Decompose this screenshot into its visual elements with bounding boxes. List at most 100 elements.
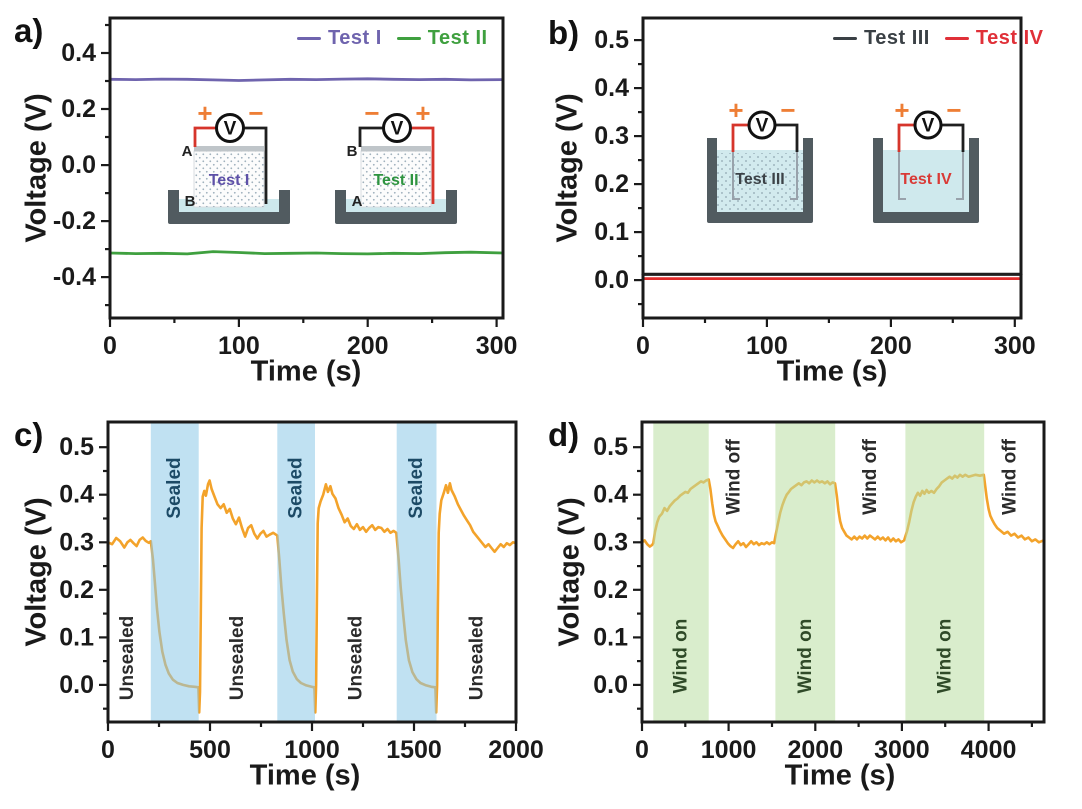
beaker-wall — [168, 190, 179, 222]
y-tick-label: 0.3 — [594, 122, 629, 150]
plot-frame — [640, 420, 1046, 724]
beaker-base — [168, 212, 290, 224]
positive-wire — [193, 126, 217, 147]
liquid-dots — [717, 153, 803, 212]
x-tick-label: 0 — [635, 736, 649, 764]
y-tick-label: 0.1 — [593, 623, 628, 651]
voltmeter-label: V — [391, 119, 404, 140]
x-axis-label-a: Time (s) — [250, 355, 362, 388]
region-label: Wind off — [860, 438, 881, 514]
minus-sign: − — [248, 98, 263, 128]
right-electrode — [956, 151, 964, 200]
region-label: Wind on — [795, 619, 816, 694]
inset-test-3-cell: V + − Test III — [707, 95, 813, 223]
y-axis-label-c: Voltage (V) — [20, 497, 53, 647]
x-tick-label: 0 — [101, 736, 115, 764]
electrode-label-top: A — [182, 143, 193, 160]
beaker-base — [335, 212, 457, 224]
y-axis-label-b: Voltage (V) — [551, 93, 584, 243]
inset-test-4-cell: V + − Test IV — [873, 95, 979, 223]
y-axis-label-d: Voltage (V) — [553, 497, 586, 647]
legend-swatch — [833, 36, 857, 41]
x-tick-label: 2000 — [488, 736, 544, 764]
beaker-base — [707, 212, 813, 223]
y-tick-label: 0.0 — [593, 671, 628, 699]
beaker-wall — [707, 138, 717, 218]
region-label: Sealed — [286, 457, 307, 518]
shaded-band — [905, 422, 985, 722]
electrode-label-bottom: A — [352, 193, 363, 210]
plot-panel-d: Wind on Wind on Wind on Wind off Wind off Win… — [593, 420, 1046, 764]
legend-swatch — [396, 36, 421, 41]
beaker-wall — [969, 138, 979, 218]
shaded-band — [150, 422, 199, 722]
shaded-band — [396, 422, 437, 722]
region-label: Wind on — [671, 619, 692, 694]
cell-label: Test II — [373, 172, 418, 189]
beaker-wall — [803, 138, 813, 218]
y-tick-label: 0.2 — [593, 576, 628, 604]
region-label: Unsealed — [467, 616, 488, 700]
plus-sign: + — [197, 98, 212, 128]
panel-label-c: c) — [14, 416, 44, 453]
shaded-band — [653, 422, 709, 722]
y-tick-label: 0.1 — [59, 623, 94, 651]
electrode-label-bottom: B — [185, 193, 196, 210]
top-electrode — [361, 146, 431, 152]
x-tick-label: 0 — [636, 332, 650, 360]
y-tick-label: 0.5 — [594, 26, 629, 54]
x-tick-label: 100 — [218, 332, 260, 360]
x-tick-label: 200 — [347, 332, 389, 360]
gel-dots — [361, 151, 431, 207]
y-tick-label: 0.5 — [593, 433, 628, 461]
y-tick-label: -0.2 — [53, 207, 96, 235]
positive-wire — [731, 123, 749, 152]
beaker-wall — [335, 190, 346, 222]
y-tick-label: 0.0 — [594, 266, 629, 294]
legend-label: Test I — [328, 27, 382, 49]
legend-swatch — [297, 36, 321, 41]
y-tick-label: 0.4 — [59, 481, 94, 509]
left-electrode — [732, 151, 740, 200]
legend-item: Test IV — [944, 27, 1044, 50]
x-tick-label: 1000 — [284, 736, 340, 764]
x-tick-label: 300 — [476, 332, 518, 360]
plot-frame — [641, 16, 1023, 320]
minus-sign: − — [364, 98, 379, 128]
plot-frame — [108, 16, 505, 320]
voltmeter-label: V — [922, 116, 935, 137]
top-electrode — [194, 146, 264, 152]
x-axis-label-c: Time (s) — [249, 759, 361, 792]
y-tick-label: 0.3 — [593, 528, 628, 556]
panel-label-a: a) — [14, 12, 44, 49]
positive-wire — [410, 126, 435, 204]
negative-wire — [358, 126, 384, 147]
electrode-label-top: B — [347, 143, 358, 160]
region-label: Wind on — [934, 619, 955, 694]
region-label: Wind off — [723, 438, 744, 514]
plus-sign: + — [415, 98, 430, 128]
y-tick-label: 0.4 — [593, 481, 628, 509]
beaker-base — [873, 212, 979, 223]
voltmeter-icon — [747, 110, 777, 140]
region-label: Wind off — [1000, 438, 1021, 514]
x-tick-label: 300 — [994, 332, 1036, 360]
voltmeter-label: V — [224, 119, 237, 140]
voltmeter-icon — [215, 113, 245, 143]
y-tick-label: 0.2 — [594, 170, 629, 198]
y-tick-label: 0.5 — [59, 433, 94, 461]
plot-panel-b: 0 100 200 300 0.5 0.4 0.3 0.2 0.1 0.0 — [594, 16, 1036, 360]
voltmeter-icon — [382, 113, 412, 143]
y-tick-label: -0.4 — [53, 263, 96, 291]
region-label: Sealed — [406, 457, 427, 518]
voltmeter-label: V — [756, 116, 769, 137]
region-label: Unsealed — [117, 616, 138, 700]
negative-wire — [941, 123, 965, 152]
legend-item: Test I — [297, 27, 382, 50]
y-tick-label: 0.4 — [61, 39, 96, 67]
beaker-wall — [279, 190, 290, 222]
x-tick-label: 500 — [189, 736, 231, 764]
gel-dots — [194, 151, 264, 207]
series-line — [108, 250, 505, 256]
beaker-wall — [446, 190, 457, 222]
